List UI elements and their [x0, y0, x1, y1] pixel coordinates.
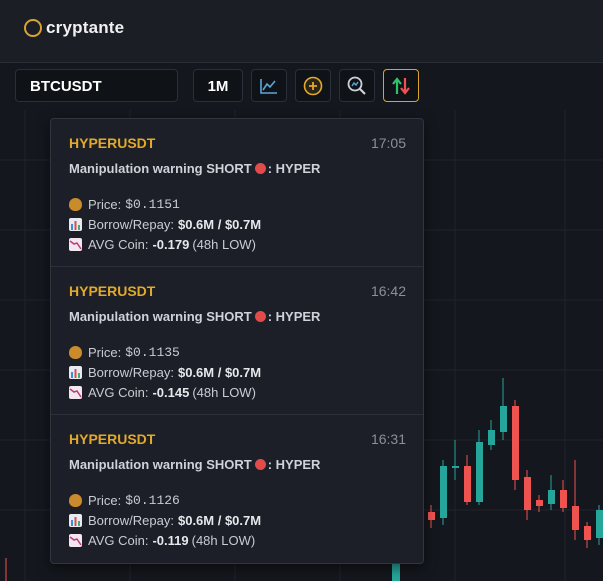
candle: [500, 406, 507, 432]
avg-line: AVG Coin: -0.119 (48h LOW): [69, 532, 405, 548]
price-line: Price: $0.1126: [69, 492, 405, 508]
chart-decreasing-icon: [69, 385, 82, 399]
alert-item[interactable]: HYPERUSDT 16:42 Manipulation warning SHO…: [51, 267, 423, 415]
avg-note: (48h LOW): [192, 384, 256, 400]
price-label: Price:: [88, 196, 122, 212]
alert-title-text: Manipulation warning SHORT: [69, 457, 252, 472]
add-indicator-button[interactable]: [295, 69, 331, 102]
bar-chart-icon: [69, 217, 82, 231]
price-value: $0.1151: [125, 196, 180, 212]
borrow-label: Borrow/Repay:: [88, 512, 174, 528]
red-circle-icon: [254, 311, 266, 322]
price-line: Price: $0.1135: [69, 344, 405, 360]
chart-decreasing-icon: [69, 533, 82, 547]
add-circle-icon: [303, 76, 323, 95]
alert-symbol[interactable]: HYPERUSDT: [69, 283, 156, 299]
alert-title: Manipulation warning SHORT : HYPER: [69, 309, 405, 324]
alert-time: 17:05: [370, 135, 406, 151]
candle: [464, 466, 471, 502]
symbol-input[interactable]: BTCUSDT: [15, 69, 178, 102]
alert-item[interactable]: HYPERUSDT 17:05 Manipulation warning SHO…: [51, 119, 423, 267]
avg-value: -0.179: [152, 236, 190, 252]
borrow-line: Borrow/Repay: $0.6M / $0.7M: [69, 364, 405, 380]
candle: [524, 477, 531, 510]
bar-chart-icon: [69, 513, 82, 527]
red-circle-icon: [254, 459, 266, 470]
alert-title: Manipulation warning SHORT : HYPER: [69, 457, 405, 472]
borrow-value: $0.6M / $0.7M: [177, 364, 262, 380]
price-label: Price:: [88, 344, 122, 360]
candle: [536, 500, 543, 506]
alert-symbol[interactable]: HYPERUSDT: [69, 431, 156, 447]
brand-logo[interactable]: cryptante: [24, 18, 124, 38]
alert-title-text: Manipulation warning SHORT: [69, 161, 252, 176]
chart-toolbar: BTCUSDT 1M: [15, 68, 419, 103]
candle: [428, 512, 435, 520]
price-value: $0.1135: [125, 344, 180, 360]
borrow-line: Borrow/Repay: $0.6M / $0.7M: [69, 512, 405, 528]
candle: [392, 562, 400, 581]
zoom-button[interactable]: [339, 69, 375, 102]
candle: [452, 466, 459, 468]
borrow-label: Borrow/Repay:: [88, 216, 174, 232]
red-circle-icon: [254, 163, 266, 174]
alert-title: Manipulation warning SHORT : HYPER: [69, 161, 405, 176]
money-bag-icon: [69, 197, 82, 211]
avg-value: -0.119: [152, 532, 189, 548]
chart-decreasing-icon: [69, 237, 82, 251]
borrow-value: $0.6M / $0.7M: [177, 512, 262, 528]
candle: [488, 430, 495, 445]
candle: [572, 506, 579, 530]
candle: [476, 442, 483, 502]
borrow-line: Borrow/Repay: $0.6M / $0.7M: [69, 216, 405, 232]
alert-title-coin: : HYPER: [267, 457, 321, 472]
bar-chart-icon: [69, 365, 82, 379]
alert-time: 16:31: [370, 431, 406, 447]
borrow-label: Borrow/Repay:: [88, 364, 174, 380]
price-line: Price: $0.1151: [69, 196, 405, 212]
alert-time: 16:42: [370, 283, 406, 299]
candle: [560, 490, 567, 508]
price-value: $0.1126: [125, 492, 180, 508]
candles: [5, 378, 603, 581]
top-bar: cryptante: [0, 0, 603, 63]
sort-toggle-button[interactable]: [383, 69, 419, 102]
money-bag-icon: [69, 345, 82, 359]
borrow-value: $0.6M / $0.7M: [177, 216, 262, 232]
line-chart-button[interactable]: [251, 69, 287, 102]
alert-item[interactable]: HYPERUSDT 16:31 Manipulation warning SHO…: [51, 415, 423, 563]
candle: [512, 406, 519, 480]
avg-note: (48h LOW): [191, 532, 256, 548]
avg-label: AVG Coin:: [88, 236, 149, 252]
zoom-search-icon: [347, 76, 366, 95]
alert-title-text: Manipulation warning SHORT: [69, 309, 252, 324]
timeframe-button[interactable]: 1M: [193, 69, 243, 102]
candle: [584, 526, 591, 540]
avg-label: AVG Coin:: [88, 384, 149, 400]
avg-note: (48h LOW): [192, 236, 256, 252]
alert-title-coin: : HYPER: [267, 309, 321, 324]
candle: [548, 490, 555, 504]
line-chart-icon: [260, 78, 277, 94]
avg-line: AVG Coin: -0.179 (48h LOW): [69, 236, 405, 252]
alert-symbol[interactable]: HYPERUSDT: [69, 135, 156, 151]
avg-value: -0.145: [152, 384, 190, 400]
updown-arrows-icon: [392, 76, 410, 95]
money-bag-icon: [69, 493, 82, 507]
logo-ring-icon: [24, 19, 42, 37]
candle: [596, 510, 603, 538]
avg-label: AVG Coin:: [88, 532, 149, 548]
price-label: Price:: [88, 492, 122, 508]
alerts-popup: HYPERUSDT 17:05 Manipulation warning SHO…: [50, 118, 424, 564]
alert-title-coin: : HYPER: [267, 161, 321, 176]
avg-line: AVG Coin: -0.145 (48h LOW): [69, 384, 405, 400]
brand-name: cryptante: [46, 18, 125, 37]
candle: [440, 466, 447, 518]
